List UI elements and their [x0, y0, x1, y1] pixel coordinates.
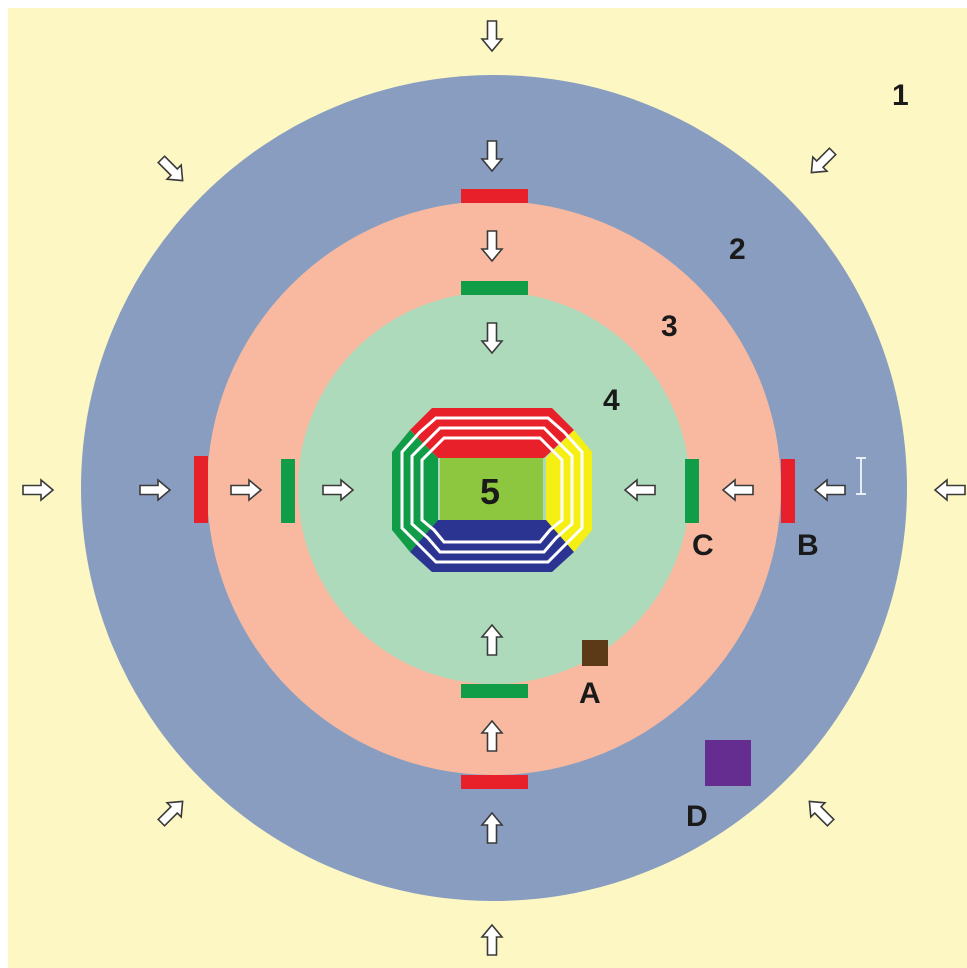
zone-label-1: 1 [892, 79, 909, 112]
inner-gate-east [685, 459, 699, 523]
outer-gate-west [194, 456, 208, 523]
zone-label-5: 5 [480, 471, 500, 512]
inner-gate-south [461, 684, 528, 698]
stand-line-middle [410, 426, 574, 554]
stand-line-outer [400, 416, 584, 564]
point-label-b: B [797, 529, 819, 562]
point-label-d: D [686, 800, 708, 833]
outer-gate-east [781, 459, 795, 523]
stand-south [410, 520, 574, 572]
point-label-c: C [692, 529, 714, 562]
inner-gate-north [461, 281, 528, 295]
inner-gates [281, 281, 699, 698]
marker-a-square [582, 640, 608, 666]
outer-gate-north [461, 189, 528, 203]
zone-label-3: 3 [661, 310, 678, 343]
text-cursor-icon [856, 457, 866, 495]
zone-label-2: 2 [729, 233, 746, 266]
pitch [440, 458, 543, 520]
marker-d-square [705, 740, 751, 786]
outer-gates [194, 189, 795, 789]
zone-label-4: 4 [603, 384, 620, 417]
point-label-a: A [579, 677, 601, 710]
inner-gate-west [281, 459, 295, 523]
stand-line-inner [420, 436, 564, 544]
stadium [392, 408, 592, 572]
outer-gate-south [461, 775, 528, 789]
stand-north [410, 408, 574, 458]
